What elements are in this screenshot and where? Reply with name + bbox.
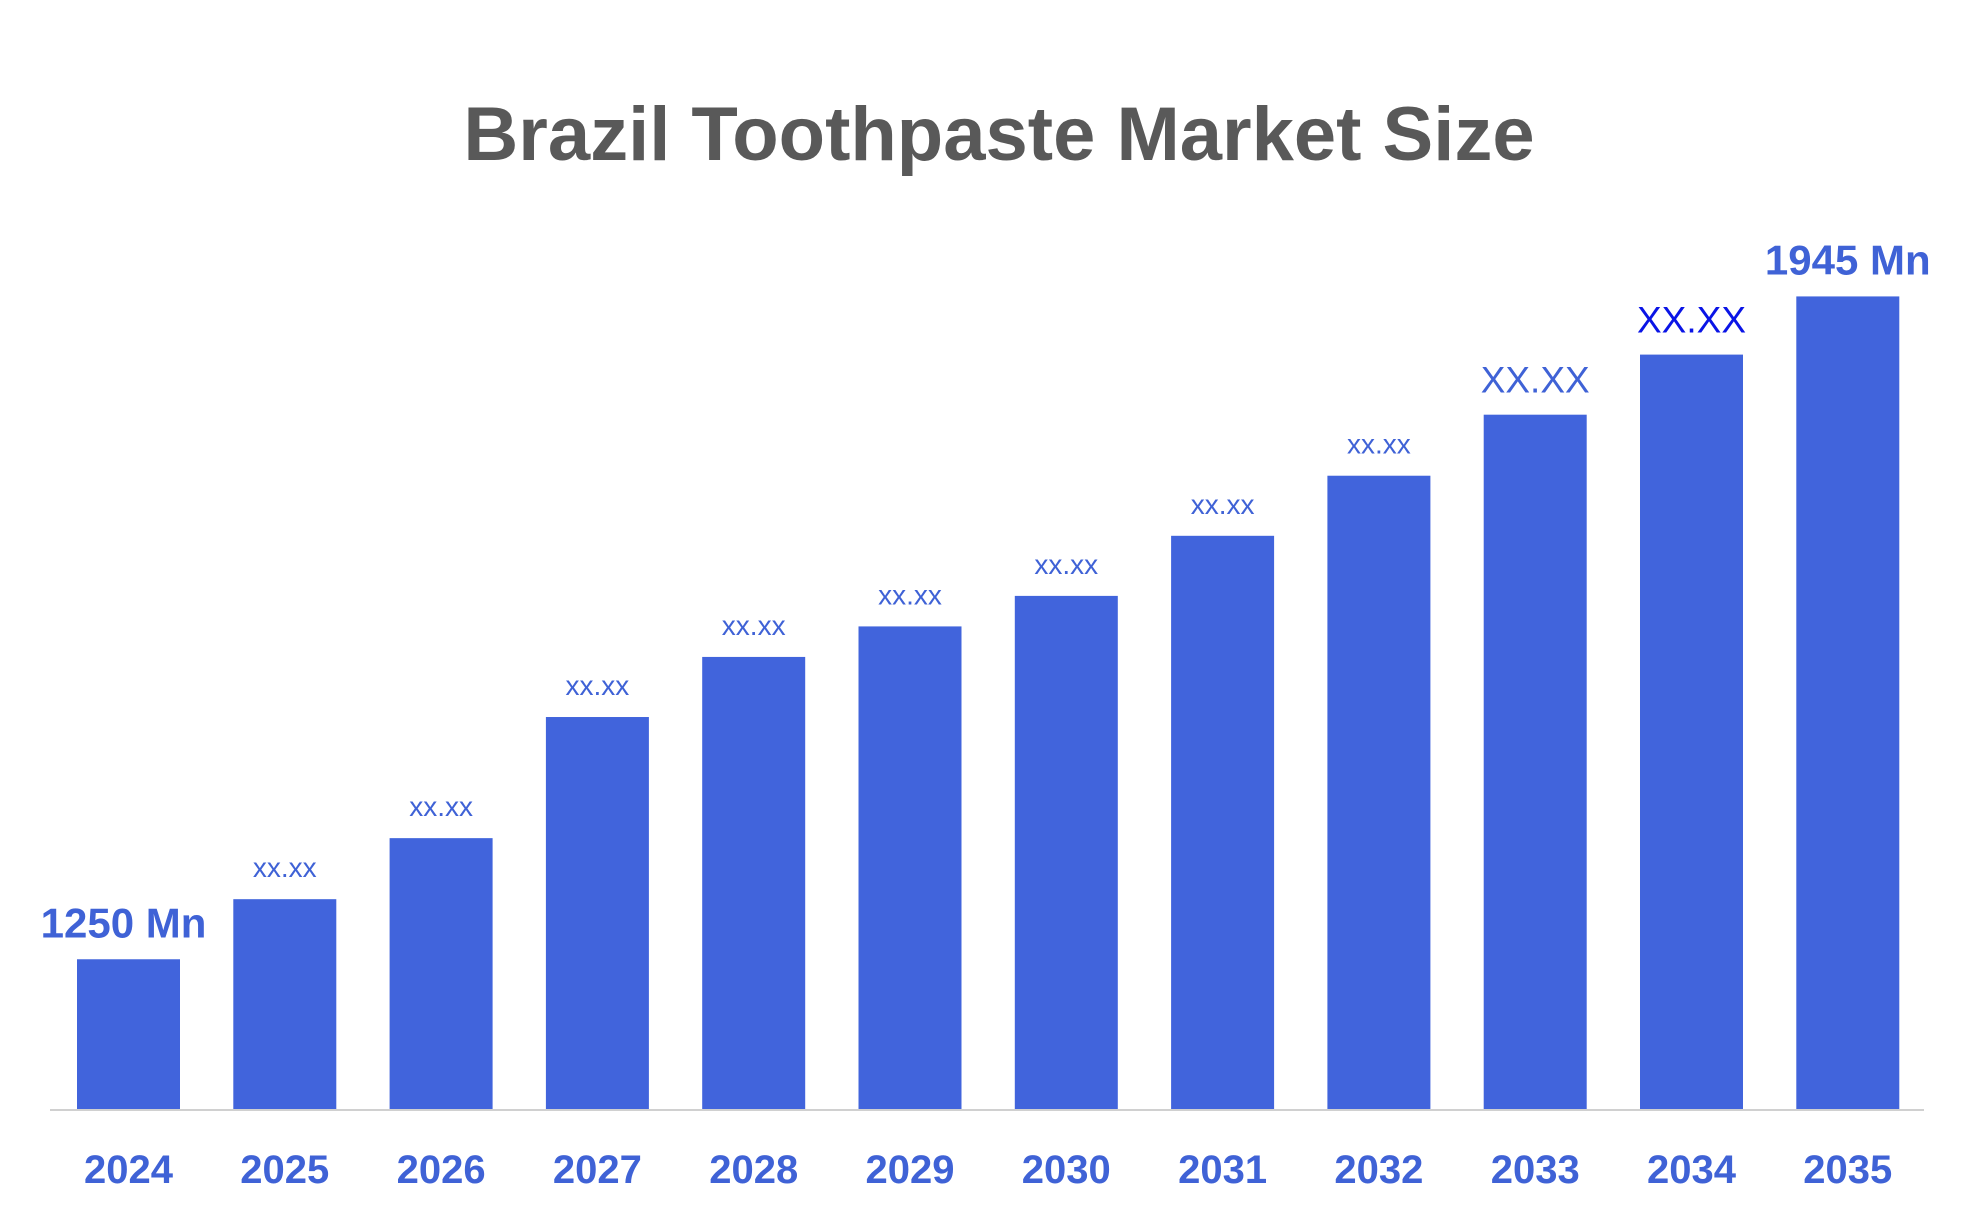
bar — [702, 656, 806, 1109]
bar — [233, 899, 337, 1109]
x-tick-label: 2032 — [1334, 1148, 1423, 1192]
value-label: xx.xx — [253, 852, 317, 883]
bar — [545, 717, 649, 1109]
x-tick-label: 2031 — [1178, 1148, 1267, 1192]
x-tick-label: 2026 — [397, 1148, 486, 1192]
x-tick-label: 2030 — [1022, 1148, 1111, 1192]
x-tick-label: 2028 — [709, 1148, 798, 1192]
bar — [1796, 296, 1900, 1109]
x-tick-label: 2034 — [1647, 1148, 1737, 1192]
value-label: xx.xx — [566, 670, 630, 701]
value-label: xx.xx — [1347, 429, 1411, 460]
bar — [1327, 475, 1431, 1110]
value-label: xx.xx — [1034, 549, 1098, 580]
bar — [1014, 595, 1118, 1109]
bar — [1171, 535, 1275, 1109]
bar — [77, 959, 180, 1109]
chart-title: Brazil Toothpaste Market Size — [463, 92, 1534, 177]
x-tick-label: 2035 — [1803, 1148, 1892, 1192]
value-label: xx.xx — [409, 791, 473, 822]
x-tick-label: 2033 — [1491, 1148, 1580, 1192]
x-tick-label: 2029 — [866, 1148, 955, 1192]
value-label: XX.XX — [1637, 300, 1746, 341]
bar — [389, 838, 493, 1109]
x-tick-label: 2027 — [553, 1148, 642, 1192]
bar — [1483, 414, 1587, 1109]
value-label: xx.xx — [722, 610, 786, 641]
bar — [858, 626, 962, 1109]
value-label: xx.xx — [1191, 489, 1255, 520]
value-label: 1250 Mn — [41, 899, 207, 946]
value-label: 1945 Mn — [1765, 236, 1931, 283]
value-label: xx.xx — [878, 579, 942, 610]
x-tick-label: 2025 — [240, 1148, 329, 1192]
value-label: XX.XX — [1481, 360, 1590, 401]
x-tick-label: 2024 — [84, 1148, 174, 1192]
bar — [1640, 354, 1743, 1109]
